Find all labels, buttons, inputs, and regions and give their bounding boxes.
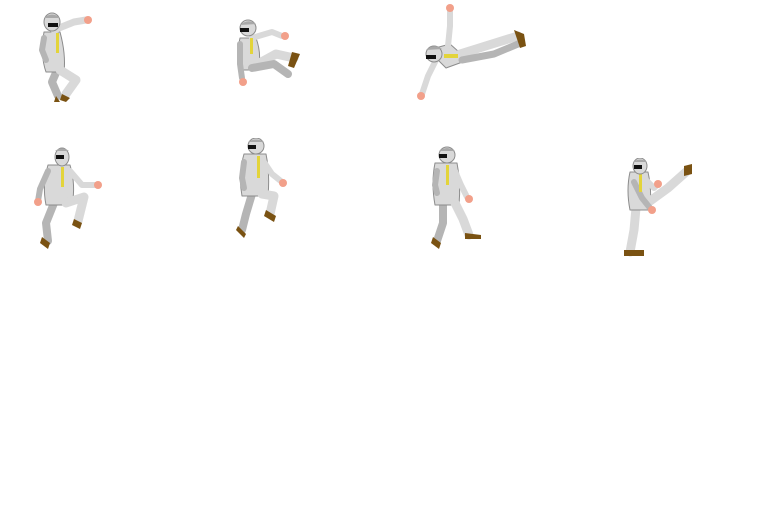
sprite-frame-flying-kick <box>417 4 526 100</box>
sprite-frame-walk-stride <box>431 146 481 249</box>
sprite-frame-knee-raise <box>34 147 102 249</box>
sprite-frame-jump-punch <box>39 12 92 102</box>
sprite-frame-step-high <box>236 138 287 238</box>
sprite-frame-high-kick <box>624 158 692 257</box>
sprite-frame-jump-crouch <box>237 19 300 86</box>
